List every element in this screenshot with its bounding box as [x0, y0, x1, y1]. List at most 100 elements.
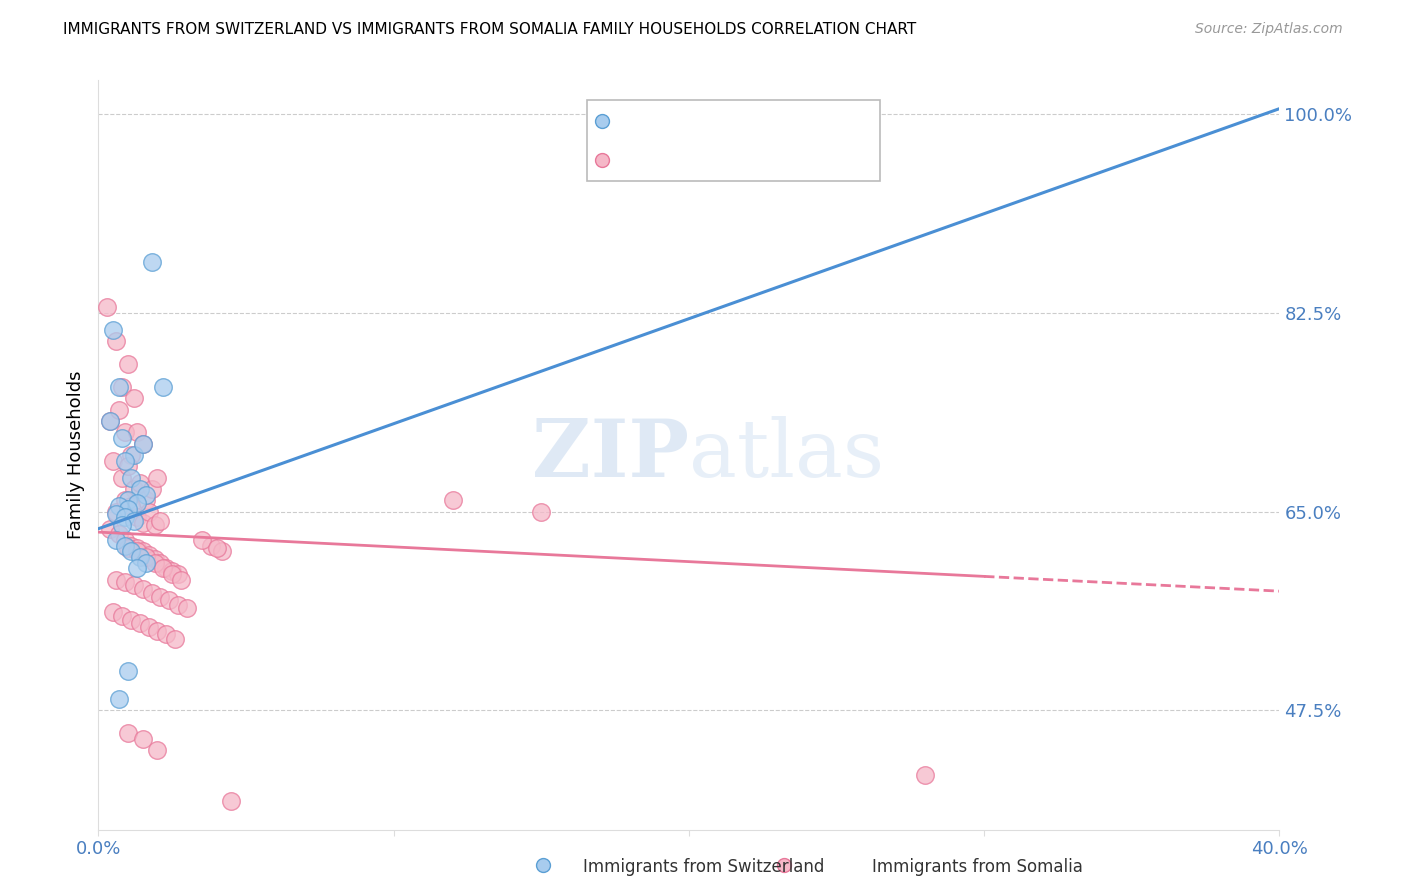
Point — [108, 380, 131, 394]
Point — [125, 561, 148, 575]
Point — [155, 627, 177, 641]
Point — [114, 425, 136, 440]
Point — [132, 436, 155, 450]
Point — [143, 552, 166, 566]
Point — [132, 516, 155, 530]
Point — [120, 539, 142, 553]
Point — [128, 615, 150, 630]
Point — [120, 499, 142, 513]
Point — [157, 593, 180, 607]
Point — [141, 482, 163, 496]
Point — [117, 459, 139, 474]
Point — [98, 414, 121, 428]
Point — [105, 334, 128, 349]
Point — [138, 620, 160, 634]
Point — [114, 493, 136, 508]
Point — [117, 664, 139, 678]
Point — [146, 743, 169, 757]
Point — [114, 510, 136, 524]
Point — [143, 556, 166, 570]
Point — [138, 505, 160, 519]
Point — [120, 448, 142, 462]
Point — [141, 255, 163, 269]
Text: Source: ZipAtlas.com: Source: ZipAtlas.com — [1195, 22, 1343, 37]
Point — [122, 514, 145, 528]
Point — [120, 544, 142, 558]
Point — [135, 556, 157, 570]
Point — [117, 541, 139, 555]
Point — [105, 507, 128, 521]
Point — [205, 541, 228, 555]
Point — [108, 499, 131, 513]
Point — [114, 453, 136, 467]
Point — [98, 414, 121, 428]
Text: Immigrants from Somalia: Immigrants from Somalia — [872, 858, 1083, 876]
Point — [122, 578, 145, 592]
Point — [125, 544, 148, 558]
Point — [103, 453, 125, 467]
Text: N =: N = — [756, 151, 793, 169]
Point — [441, 493, 464, 508]
Text: R =: R = — [623, 112, 659, 130]
Point — [128, 550, 150, 565]
Point — [122, 448, 145, 462]
Point — [111, 431, 134, 445]
Text: 30: 30 — [801, 112, 824, 130]
Point — [149, 556, 172, 570]
Point — [114, 533, 136, 547]
Point — [167, 598, 190, 612]
Point — [176, 601, 198, 615]
Point — [117, 726, 139, 740]
Point — [98, 522, 121, 536]
Text: 0.361: 0.361 — [669, 112, 723, 130]
Point — [108, 527, 131, 541]
Point — [211, 544, 233, 558]
Point — [132, 731, 155, 746]
Point — [135, 493, 157, 508]
Point — [155, 561, 177, 575]
Point — [162, 567, 183, 582]
Point — [108, 692, 131, 706]
Text: N =: N = — [756, 112, 793, 130]
Point — [103, 323, 125, 337]
Point — [122, 482, 145, 496]
Point — [221, 794, 243, 808]
Point — [132, 582, 155, 596]
Point — [96, 301, 118, 315]
Point — [914, 768, 936, 782]
Point — [591, 153, 613, 167]
Point — [132, 436, 155, 450]
Point — [135, 550, 157, 565]
Point — [591, 114, 613, 128]
Point — [138, 548, 160, 562]
Point — [120, 470, 142, 484]
FancyBboxPatch shape — [586, 100, 880, 181]
Text: Immigrants from Switzerland: Immigrants from Switzerland — [583, 858, 825, 876]
Point — [146, 624, 169, 638]
Point — [108, 402, 131, 417]
Text: ZIP: ZIP — [531, 416, 689, 494]
Point — [117, 493, 139, 508]
Text: atlas: atlas — [689, 416, 884, 494]
Text: -0.108: -0.108 — [669, 151, 728, 169]
Point — [773, 858, 796, 872]
Point — [122, 391, 145, 405]
Point — [191, 533, 214, 547]
Point — [170, 573, 193, 587]
Point — [149, 590, 172, 604]
Point — [117, 502, 139, 516]
Point — [128, 482, 150, 496]
Point — [132, 544, 155, 558]
Point — [105, 573, 128, 587]
Y-axis label: Family Households: Family Households — [66, 371, 84, 539]
Point — [531, 858, 554, 872]
Point — [125, 510, 148, 524]
Point — [125, 425, 148, 440]
Point — [149, 514, 172, 528]
Point — [111, 470, 134, 484]
Point — [117, 357, 139, 371]
Point — [200, 539, 222, 553]
Point — [111, 609, 134, 624]
Point — [114, 575, 136, 590]
Point — [152, 561, 174, 575]
